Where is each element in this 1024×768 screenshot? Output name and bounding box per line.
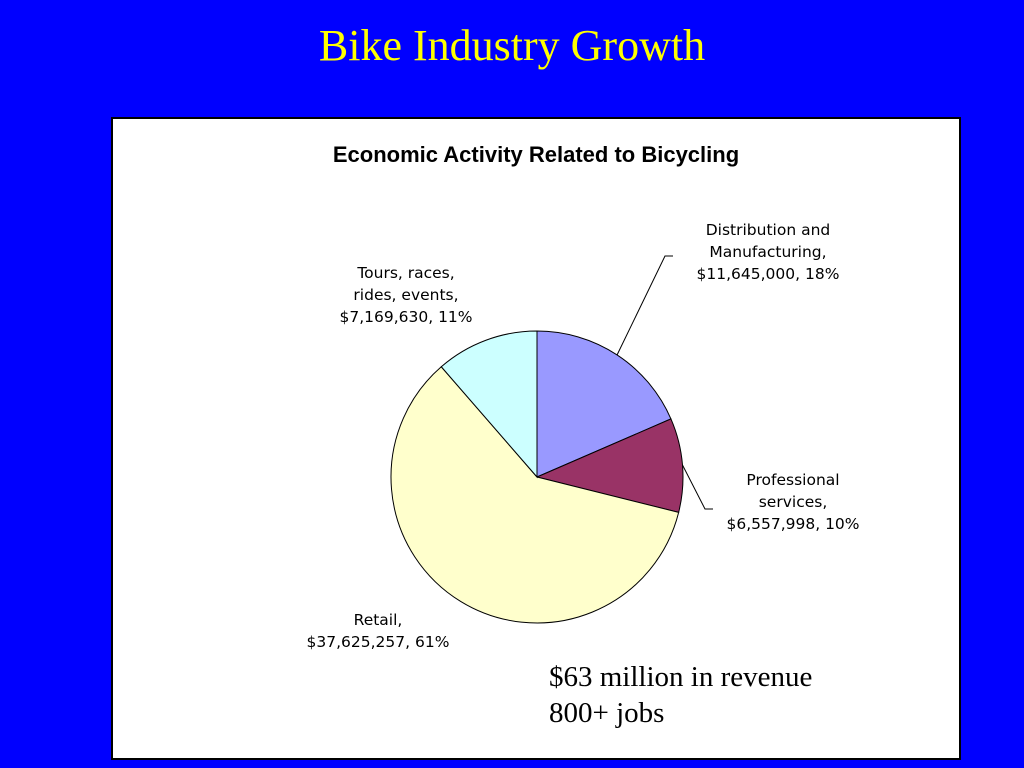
slice-label-tours: Tours, races, rides, events, $7,169,630,… <box>339 264 473 326</box>
pie-slice-distribution <box>536 330 672 478</box>
chart-title: Economic Activity Related to Bicycling <box>332 142 740 167</box>
slice-label-retail: Retail, $37,625,257, 61% <box>306 611 450 651</box>
pie-slice-tours <box>440 330 538 479</box>
revenue-note: $63 million in revenue 800+ jobs <box>549 659 812 731</box>
revenue-text: $63 million in revenue <box>549 661 813 693</box>
leader-line <box>616 255 673 356</box>
slice-label-professional: Professional services, $6,557,998, 10% <box>726 471 860 533</box>
slide-title: Bike Industry Growth <box>318 21 706 70</box>
slice-label-distribution: Distribution and Manufacturing, $11,645,… <box>696 221 840 283</box>
pie-chart <box>390 255 713 624</box>
pie-slice-retail <box>390 366 680 624</box>
pie-slice-professional <box>535 418 684 513</box>
chart-frame: Economic Activity Related to Bicycling D… <box>111 117 961 760</box>
leader-line <box>682 464 713 510</box>
jobs-text: 800+ jobs <box>549 697 665 729</box>
